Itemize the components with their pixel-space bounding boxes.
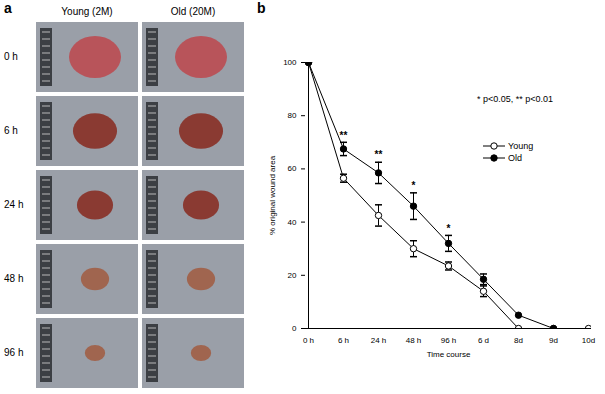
html-text:Old: Old [508,153,522,163]
html-text:b: b [257,0,266,16]
svg-text:96 h: 96 h [4,347,23,358]
svg-text:**: ** [340,130,348,141]
svg-text:0 h: 0 h [4,51,18,62]
svg-text:48 h: 48 h [406,336,422,345]
svg-text:96 h: 96 h [441,336,457,345]
svg-text:6 h: 6 h [338,336,349,345]
svg-text:% original wound area: % original wound area [268,155,277,235]
html-text:* p<0.05, ** p<0.01: * p<0.05, ** p<0.01 [477,94,554,104]
svg-text:*: * [447,223,451,234]
svg-text:0 h: 0 h [303,336,314,345]
svg-text:Old (20M): Old (20M) [171,6,215,17]
svg-text:8d: 8d [514,336,523,345]
svg-text:6 h: 6 h [4,125,18,136]
svg-text:48 h: 48 h [4,273,23,284]
svg-text:24 h: 24 h [371,336,387,345]
svg-text:10d: 10d [582,336,595,345]
svg-text:40: 40 [288,218,297,227]
svg-text:Time course: Time course [427,350,471,359]
svg-text:20: 20 [288,271,297,280]
svg-text:80: 80 [288,111,297,120]
svg-text:*: * [412,180,416,191]
svg-text:a: a [4,0,12,16]
svg-text:Young (2M): Young (2M) [61,6,112,17]
html-text:Young: Young [508,141,534,151]
svg-text:6 d: 6 d [478,336,489,345]
svg-text:100: 100 [283,58,297,67]
svg-text:**: ** [375,149,383,160]
svg-text:60: 60 [288,164,297,173]
svg-text:24 h: 24 h [4,199,23,210]
svg-text:9d: 9d [549,336,558,345]
svg-text:0: 0 [292,324,297,333]
